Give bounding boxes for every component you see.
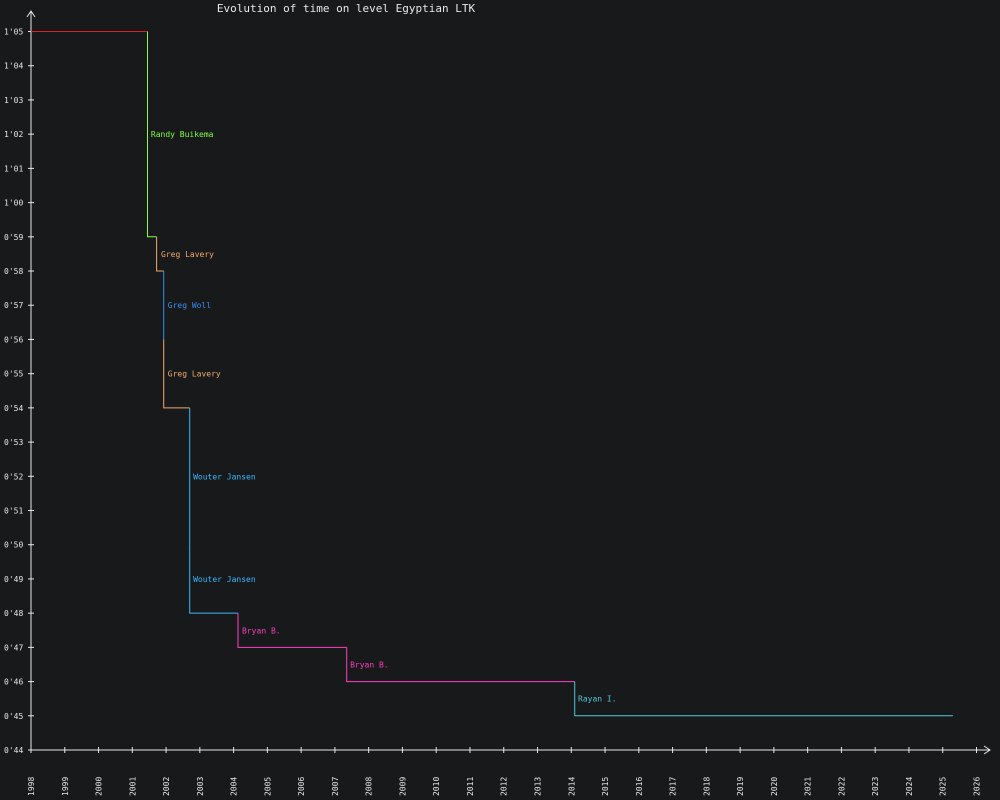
record-holder-label: Bryan B. <box>242 626 281 635</box>
record-step-line <box>346 647 575 683</box>
record-series <box>31 31 953 717</box>
x-tick-label: 2011 <box>466 777 475 796</box>
y-tick-label: 0'48 <box>4 609 23 618</box>
y-tick-label: 1'01 <box>4 164 23 173</box>
x-tick-label: 2014 <box>567 777 576 796</box>
x-tick-label: 2022 <box>837 777 846 796</box>
x-tick-label: 2024 <box>905 777 914 796</box>
x-tick-label: 2021 <box>804 777 813 796</box>
y-tick-label: 0'57 <box>4 301 23 310</box>
y-tick-label: 1'03 <box>4 96 23 105</box>
x-tick-label: 2018 <box>702 777 711 796</box>
record-step-line <box>147 31 157 238</box>
x-tick-label: 1999 <box>61 777 70 796</box>
y-tick-label: 0'54 <box>4 404 23 413</box>
x-tick-label: 2016 <box>635 777 644 796</box>
y-tick-label: 0'53 <box>4 438 23 447</box>
x-tick-label: 2003 <box>196 777 205 796</box>
record-holder-label: Rayan I. <box>578 695 617 704</box>
x-tick-label: 2025 <box>939 777 948 796</box>
x-axis-arrow <box>983 745 991 755</box>
y-tick-label: 0'45 <box>4 712 23 721</box>
x-tick-label: 2008 <box>365 777 374 796</box>
record-holder-label: Wouter Jansen <box>193 472 256 481</box>
y-tick-label: 0'47 <box>4 643 23 652</box>
record-step-line <box>156 236 164 272</box>
y-tick-label: 0'49 <box>4 575 23 584</box>
x-tick-label: 2019 <box>736 777 745 796</box>
axes <box>26 10 991 755</box>
x-tick-label: 1998 <box>27 777 36 796</box>
x-tick-label: 2006 <box>297 777 306 796</box>
x-tick-label: 2026 <box>972 777 981 796</box>
x-tick-label: 2005 <box>263 777 272 796</box>
record-step-line <box>189 544 238 614</box>
y-tick-label: 1'00 <box>4 199 23 208</box>
x-tick-label: 2012 <box>500 777 509 796</box>
holder-labels: Randy Buikema Greg Lavery Greg Woll Greg La… <box>151 130 617 704</box>
record-holder-label: Greg Lavery <box>168 370 221 379</box>
x-tick-label: 2000 <box>95 777 104 796</box>
record-step-line <box>237 613 347 648</box>
y-axis-arrow <box>26 10 36 18</box>
y-tick-label: 0'46 <box>4 678 23 687</box>
record-holder-label: Randy Buikema <box>151 130 214 139</box>
x-tick-label: 2020 <box>770 777 779 796</box>
x-tick-label: 2009 <box>398 777 407 796</box>
x-ticks: 1998 1999 2000 2001 2002 2003 2004 2005 2006 2007… <box>27 747 981 796</box>
y-tick-label: 1'02 <box>4 130 23 139</box>
y-tick-label: 0'52 <box>4 472 23 481</box>
x-tick-label: 2001 <box>128 777 137 796</box>
record-holder-label: Greg Woll <box>168 301 212 310</box>
y-tick-label: 0'56 <box>4 335 23 344</box>
x-tick-label: 2010 <box>432 777 441 796</box>
x-tick-label: 2013 <box>534 777 543 796</box>
record-holder-label: Greg Lavery <box>161 250 214 259</box>
y-tick-label: 0'50 <box>4 541 23 550</box>
x-tick-label: 2007 <box>331 777 340 796</box>
x-tick-label: 2015 <box>601 777 610 796</box>
x-tick-label: 2023 <box>871 777 880 796</box>
y-ticks: 1'05 1'04 1'03 1'02 1'01 1'00 0'59 0'58 0'57 0'56… <box>4 28 34 755</box>
y-tick-label: 0'44 <box>4 746 23 755</box>
x-tick-label: 2017 <box>669 777 678 796</box>
record-step-line <box>163 339 190 409</box>
y-tick-label: 0'59 <box>4 233 23 242</box>
y-tick-label: 0'51 <box>4 507 23 516</box>
x-tick-label: 2002 <box>162 777 171 796</box>
y-tick-label: 0'58 <box>4 267 23 276</box>
y-tick-label: 1'04 <box>4 62 23 71</box>
record-holder-label: Bryan B. <box>350 660 389 669</box>
record-step-line <box>574 681 953 717</box>
y-tick-label: 1'05 <box>4 28 23 37</box>
x-tick-label: 2004 <box>230 777 239 796</box>
record-holder-label: Wouter Jansen <box>193 575 256 584</box>
chart-title: Evolution of time on level Egyptian LTK <box>217 2 476 15</box>
y-tick-label: 0'55 <box>4 370 23 379</box>
